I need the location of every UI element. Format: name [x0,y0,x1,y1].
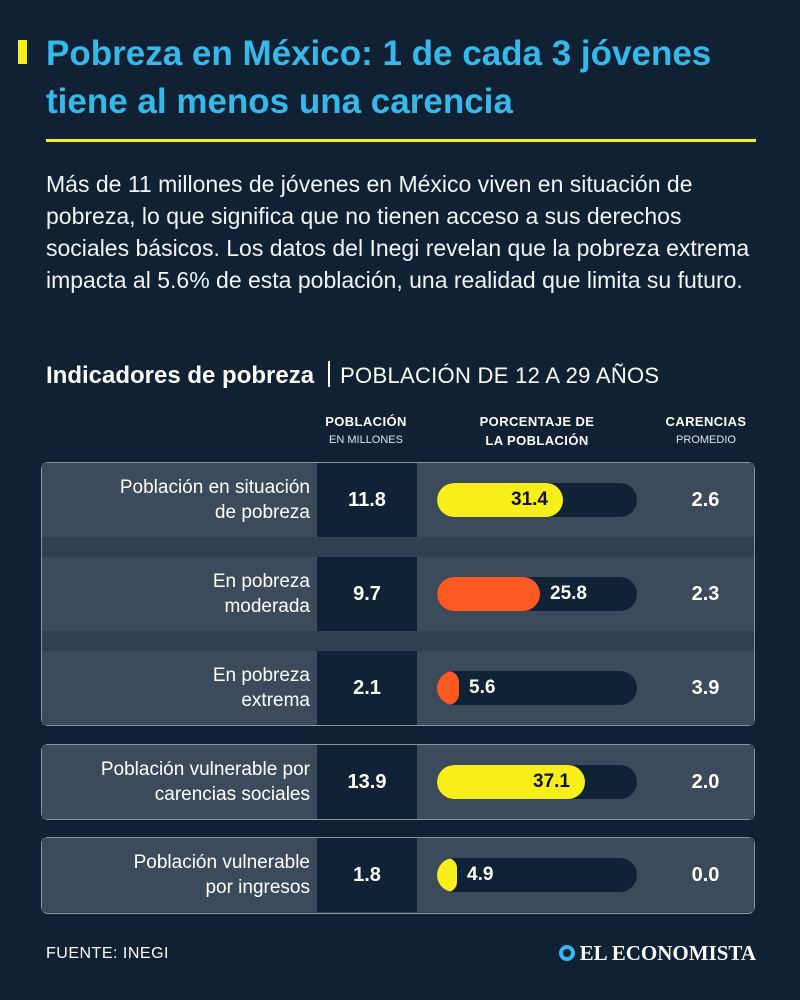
percent-bar [437,577,540,611]
deprivations-value: 2.3 [691,582,720,605]
brand-logo: EL ECONOMISTA [548,941,756,966]
intro-paragraph: Más de 11 millones de jóvenes en México … [46,171,750,293]
group-vulnerable-social: Población vulnerable por carencias social… [41,744,755,820]
percent-bar-track: 5.6 [437,671,637,705]
population-value: 1.8 [317,838,417,912]
percent-bar-track: 4.9 [437,858,637,892]
table-row: Población vulnerable por ingresos 1.8 4.9 0.… [42,838,754,912]
row-label-line2: de pobreza [214,502,310,523]
column-header-population: POBLACIÓN EN MILLONES [316,412,416,450]
percent-value: 5.6 [469,677,496,698]
percent-bar-track: 37.1 [437,765,637,799]
row-label-line1: Población vulnerable por [100,759,310,780]
column-header-population-line1: POBLACIÓN [325,414,407,429]
percent-cell: 25.8 [437,557,637,631]
row-label: Población vulnerable por ingresos [42,838,310,912]
deprivations-value: 2.0 [691,770,720,793]
row-label: En pobreza extrema [42,651,310,725]
deprivations-value: 3.9 [691,676,720,699]
population-value: 2.1 [317,651,417,725]
column-header-percent-line1: PORCENTAJE DE [479,414,595,429]
row-label-line1: Población vulnerable [133,852,310,873]
table-row: En pobreza extrema 2.1 5.6 3.9 [42,651,754,725]
percent-value: 4.9 [467,864,494,885]
row-label: Población en situación de pobreza [42,463,310,537]
row-label: En pobreza moderada [42,557,310,631]
source-note: FUENTE: INEGI [46,945,169,962]
column-header-deprivations-line1: CARENCIAS [665,414,747,429]
section-separator [328,361,331,387]
section-title: Indicadores de pobreza [46,362,315,389]
table-row: Población en situación de pobreza 11.8 31.4… [42,463,754,537]
column-header-percent: PORCENTAJE DE LA POBLACIÓN [437,412,637,450]
population-value: 9.7 [317,557,417,631]
row-label-line2: por ingresos [205,877,310,898]
section-heading: Indicadores de pobreza POBLACIÓN DE 12 A … [46,361,659,390]
page-title: Pobreza en México: 1 de cada 3 jóvenes t… [46,34,712,121]
row-label-line1: En pobreza [212,665,310,686]
deprivations-value: 0.0 [691,863,720,886]
row-label-line1: En pobreza [212,571,310,592]
row-label-line1: Población en situación [119,477,310,498]
percent-cell: 37.1 [437,745,637,819]
group-poverty: Población en situación de pobreza 11.8 31.4… [41,462,755,726]
percent-value: 37.1 [533,771,570,792]
group-vulnerable-income: Población vulnerable por ingresos 1.8 4.9 0.… [41,837,755,914]
percent-bar [437,483,563,517]
row-label-line2: carencias sociales [154,784,310,805]
percent-bar [437,765,585,799]
population-value: 11.8 [317,463,417,537]
percent-value: 25.8 [550,583,587,604]
percent-bar-track: 31.4 [437,483,637,517]
title-accent-mark [18,40,27,64]
table-row: Población vulnerable por carencias social… [42,745,754,819]
table-row: En pobreza moderada 9.7 25.8 2.3 [42,557,754,631]
row-label-line2: extrema [241,690,310,711]
column-header-deprivations-line2: PROMEDIO [676,434,736,446]
column-header-population-line2: EN MILLONES [329,434,403,446]
column-header-percent-line2: LA POBLACIÓN [485,433,589,448]
percent-bar [437,671,459,705]
percent-cell: 31.4 [437,463,637,537]
brand-logo-text: EL ECONOMISTA [579,941,756,965]
section-subtitle: POBLACIÓN DE 12 A 29 AÑOS [340,363,660,388]
deprivations-value: 2.6 [691,488,720,511]
column-header-deprivations: CARENCIAS PROMEDIO [656,412,756,450]
percent-value: 31.4 [511,489,548,510]
percent-bar-track: 25.8 [437,577,637,611]
percent-cell: 4.9 [437,838,637,912]
title-divider [46,139,756,142]
row-label: Población vulnerable por carencias social… [42,745,310,819]
logo-icon [558,945,575,961]
percent-cell: 5.6 [437,651,637,725]
row-label-line2: moderada [224,596,310,617]
percent-bar [437,858,457,892]
population-value: 13.9 [317,745,417,819]
